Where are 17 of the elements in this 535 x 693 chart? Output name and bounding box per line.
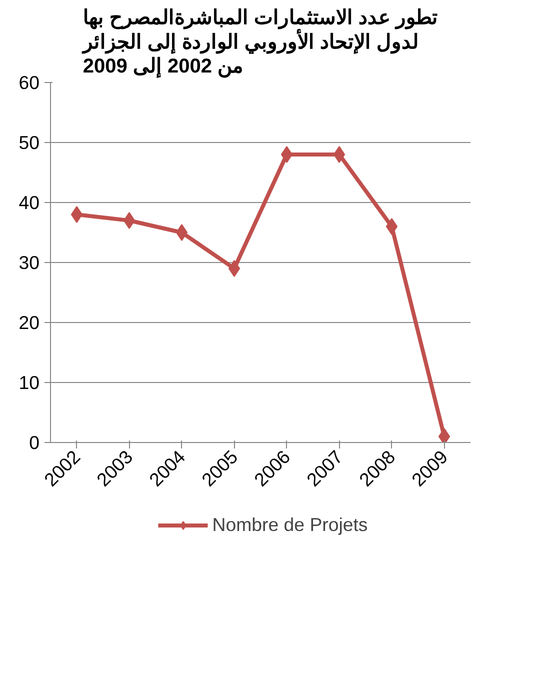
y-tick-label: 60 [18, 72, 40, 93]
point [176, 224, 188, 241]
y-tick-label: 20 [18, 312, 40, 333]
y-tick-label: 40 [18, 192, 40, 213]
point [386, 218, 398, 235]
point [123, 212, 136, 229]
chart-title: تطور عدد الاستثمارات المباشرةالمصرح بها لدول الإتحاد الأوروبي الواردة إلى الجزائر من 2002 إلى 2009 [80, 7, 438, 78]
point [70, 206, 83, 223]
y-tick-label: 30 [18, 252, 40, 273]
point [333, 146, 346, 163]
point [438, 428, 450, 442]
y-tick-label: 50 [18, 132, 40, 153]
point [280, 146, 293, 163]
y-tick-label: 0 [29, 432, 40, 453]
legend-label: Nombre de Projets [212, 514, 368, 536]
point [228, 260, 240, 277]
y-tick-label: 10 [18, 372, 40, 393]
